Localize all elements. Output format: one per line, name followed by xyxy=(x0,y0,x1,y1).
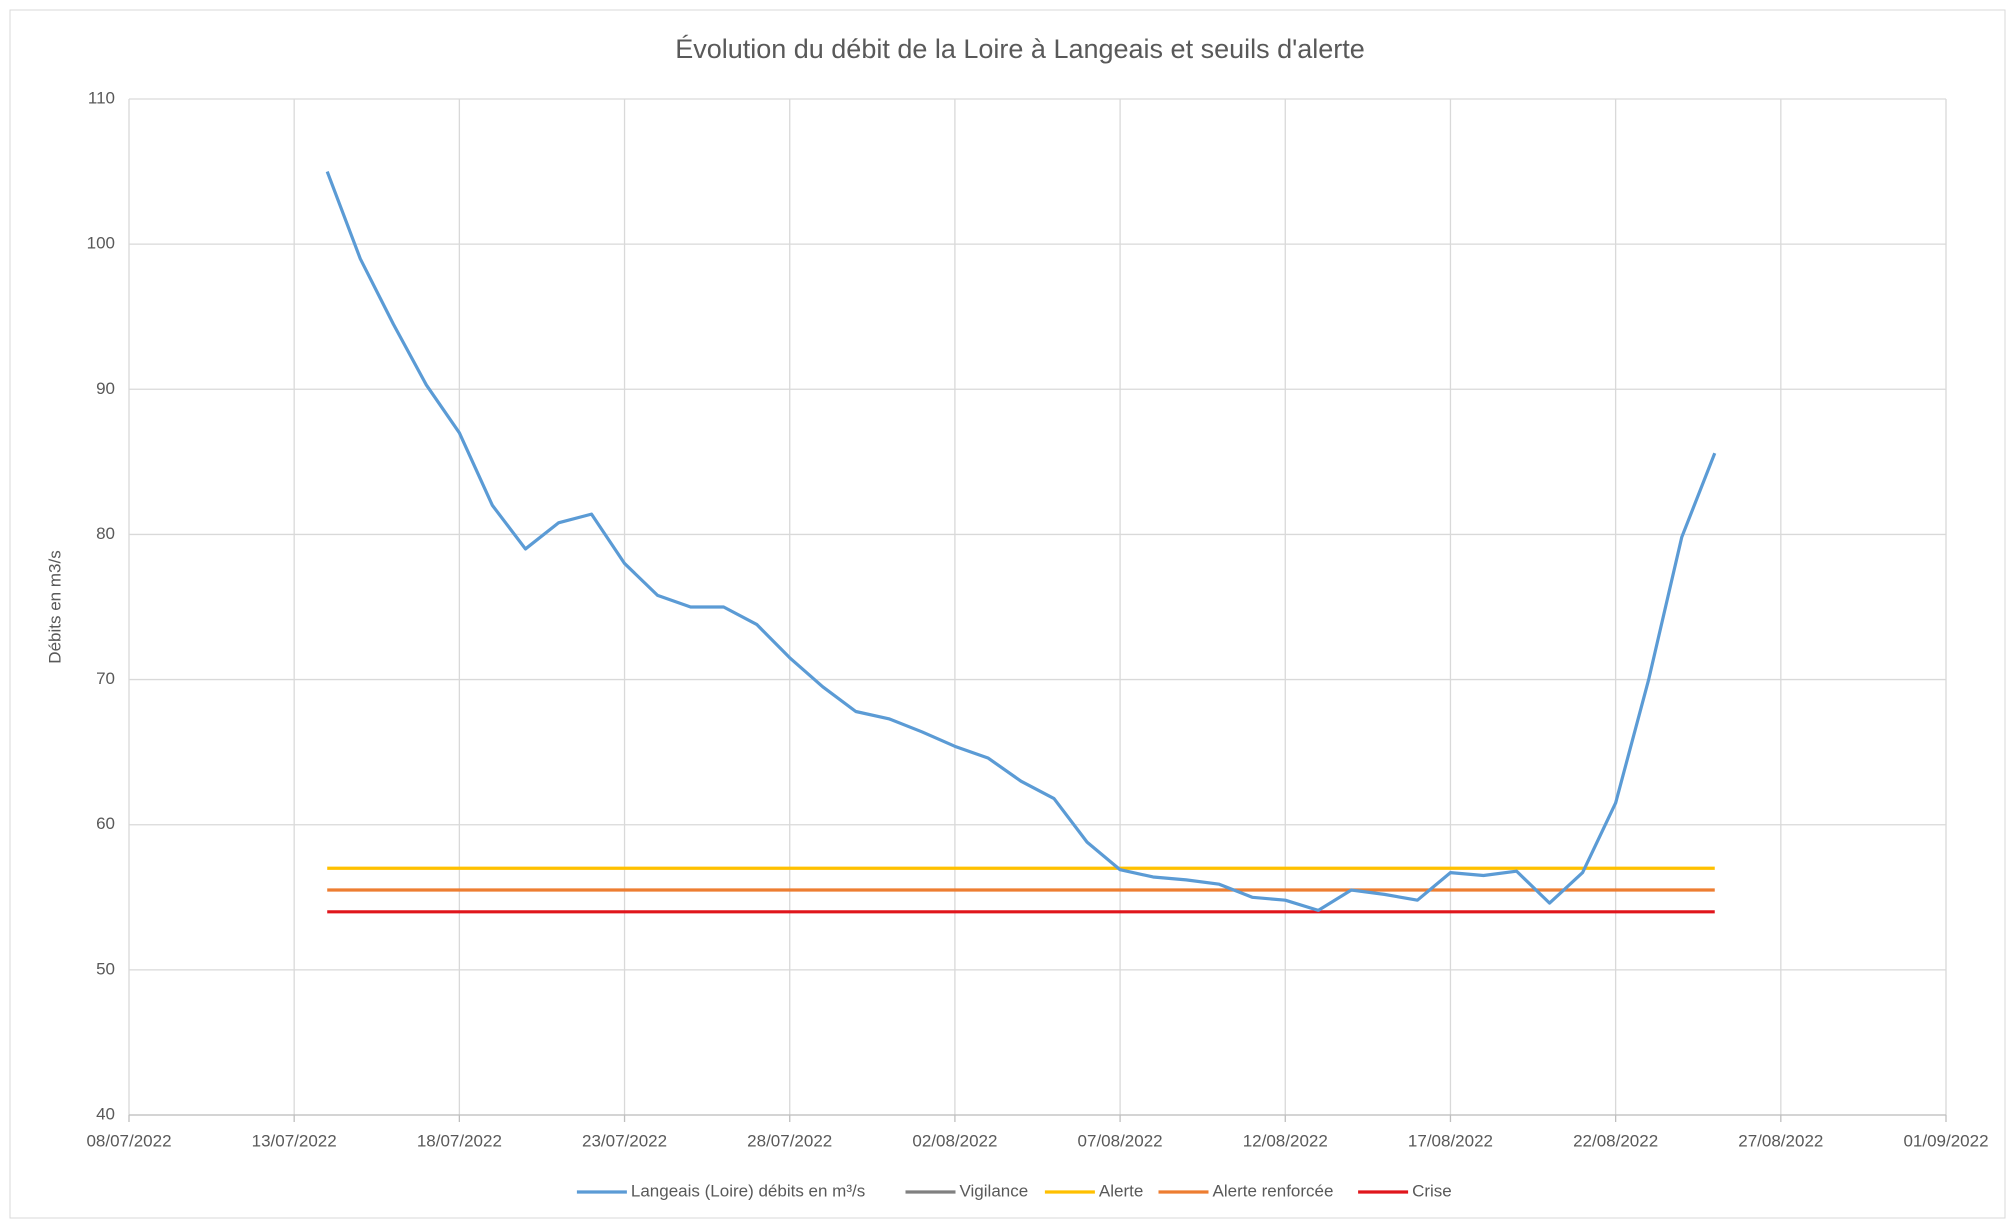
x-tick-label: 18/07/2022 xyxy=(417,1131,502,1150)
legend-label: Langeais (Loire) débits en m³/s xyxy=(631,1181,865,1200)
x-tick-label: 23/07/2022 xyxy=(582,1131,667,1150)
y-axis-label: Débits en m3/s xyxy=(45,550,64,663)
legend-label: Alerte xyxy=(1099,1181,1143,1200)
y-tick-label: 60 xyxy=(96,814,115,833)
legend-label: Vigilance xyxy=(960,1181,1029,1200)
x-tick-label: 02/08/2022 xyxy=(912,1131,997,1150)
y-tick-label: 50 xyxy=(96,959,115,978)
x-tick-label: 12/08/2022 xyxy=(1243,1131,1328,1150)
y-tick-label: 80 xyxy=(96,524,115,543)
y-tick-label: 110 xyxy=(88,88,115,107)
x-tick-label: 08/07/2022 xyxy=(86,1131,171,1150)
x-tick-label: 22/08/2022 xyxy=(1573,1131,1658,1150)
x-tick-label: 01/09/2022 xyxy=(1903,1131,1988,1150)
y-tick-label: 100 xyxy=(87,234,115,253)
chart-title: Évolution du débit de la Loire à Langeai… xyxy=(675,34,1365,64)
y-tick-label: 40 xyxy=(96,1104,115,1123)
x-tick-label: 07/08/2022 xyxy=(1078,1131,1163,1150)
chart-border xyxy=(9,9,2006,1219)
x-tick-label: 28/07/2022 xyxy=(747,1131,832,1150)
y-tick-label: 70 xyxy=(96,669,115,688)
legend-label: Alerte renforcée xyxy=(1213,1181,1334,1200)
x-tick-label: 27/08/2022 xyxy=(1738,1131,1823,1150)
x-tick-label: 17/08/2022 xyxy=(1408,1131,1493,1150)
y-tick-label: 90 xyxy=(96,379,115,398)
series-line xyxy=(325,171,1717,912)
legend-label: Crise xyxy=(1412,1181,1452,1200)
x-tick-label: 13/07/2022 xyxy=(252,1131,337,1150)
